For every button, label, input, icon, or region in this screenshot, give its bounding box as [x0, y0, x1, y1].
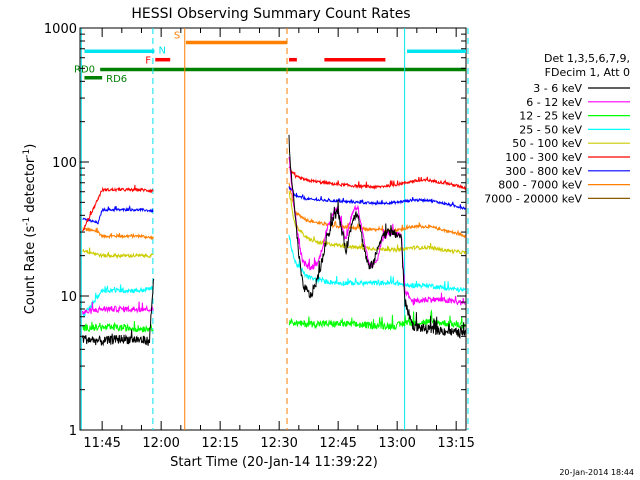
series-line	[82, 301, 154, 315]
series-line	[82, 278, 155, 347]
plot-frame	[79, 27, 467, 431]
x-tick-label: 13:00	[378, 436, 415, 451]
y-tick-label: 10	[60, 290, 77, 305]
series-line	[82, 247, 154, 260]
legend-label: 7000 - 20000 keV	[484, 192, 582, 205]
legend-header-line-2: FDecim 1, Att 0	[545, 66, 630, 79]
series-line	[82, 184, 154, 232]
legend-label: 800 - 7000 keV	[498, 179, 582, 192]
legend-label: 6 - 12 keV	[526, 96, 582, 109]
legend: Det 1,3,5,6,7,9, FDecim 1, Att 0 3 - 6 k…	[484, 52, 630, 205]
x-tick-label: 13:15	[437, 436, 474, 451]
chart-title: HESSI Observing Summary Count Rates	[131, 6, 410, 22]
flag-label-n: N	[158, 45, 165, 56]
series-line	[288, 134, 466, 339]
legend-label: 25 - 50 keV	[519, 123, 582, 136]
x-tick-label: 12:30	[260, 436, 297, 451]
flag-label-s: S	[174, 30, 180, 41]
x-tick-label: 11:45	[83, 436, 120, 451]
series-line	[82, 284, 154, 318]
series-line	[288, 166, 466, 191]
series-line	[288, 186, 466, 211]
series-line	[288, 234, 466, 293]
series-line	[288, 156, 466, 306]
x-axis-label: Start Time (20-Jan-14 11:39:22)	[170, 455, 378, 470]
x-tick-label: 12:15	[201, 436, 238, 451]
legend-label: 12 - 25 keV	[519, 110, 582, 123]
series-line	[82, 204, 154, 225]
series-line	[82, 320, 154, 333]
timestamp: 20-Jan-2014 18:44	[559, 468, 634, 477]
legend-header-line-1: Det 1,3,5,6,7,9,	[544, 52, 630, 65]
y-tick-label: 100	[52, 156, 77, 171]
y-axis-label: Count Rate (s-1 detector-1)	[22, 144, 38, 315]
series-line	[288, 182, 466, 239]
x-tick-label: 12:00	[142, 436, 179, 451]
legend-label: 300 - 800 keV	[505, 165, 582, 178]
series-line	[288, 309, 466, 332]
flag-label-rd6: RD6	[106, 74, 127, 85]
legend-label: 50 - 100 keV	[512, 137, 582, 150]
y-tick-label: 1	[69, 424, 77, 439]
series-line	[82, 226, 154, 241]
y-tick-label: 1000	[44, 22, 77, 37]
x-tick-label: 12:45	[319, 436, 356, 451]
legend-label: 3 - 6 keV	[533, 82, 582, 95]
legend-label: 100 - 300 keV	[505, 151, 582, 164]
flag-label-f: F	[145, 56, 151, 67]
flag-label-rd0: RD0	[74, 65, 95, 76]
plot-area	[79, 27, 467, 431]
